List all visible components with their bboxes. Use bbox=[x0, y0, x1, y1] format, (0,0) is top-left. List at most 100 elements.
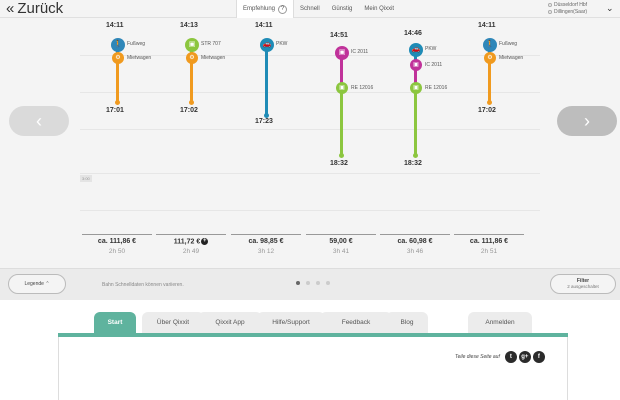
price-value: ca. 111,86 € bbox=[469, 238, 509, 245]
route-segment bbox=[414, 65, 417, 88]
chevron-left-icon: ‹ bbox=[36, 111, 42, 131]
filter-button[interactable]: Filter 2 ausgeschaltet bbox=[550, 274, 616, 294]
google-plus-icon[interactable]: g+ bbox=[518, 351, 531, 363]
route-summary[interactable]: Düsseldorf Hbf Dillingen(Saar) bbox=[548, 2, 587, 16]
chevron-down-icon[interactable]: ⌄ bbox=[606, 3, 614, 13]
route-segment bbox=[414, 49, 417, 65]
leg-label: Mietwagen bbox=[127, 55, 152, 61]
back-button[interactable]: «Zurück bbox=[6, 0, 63, 17]
connection-column[interactable]: 14:11 🚶 Fußweg ⚙ Mietwagen 17:02 ca. 111,86 € 2… bbox=[452, 18, 526, 268]
leg-label: RE 12016 bbox=[425, 85, 448, 91]
arrival-dot bbox=[189, 100, 194, 105]
price-value: ca. 111,86 € bbox=[97, 238, 137, 245]
filter-label: Filter bbox=[576, 278, 590, 284]
pagination-dot[interactable] bbox=[296, 281, 300, 285]
regional-train-icon: ▣ bbox=[336, 82, 348, 94]
regional-train-icon: ▣ bbox=[410, 82, 422, 94]
duration: 3h 46 bbox=[406, 248, 424, 255]
price: 59,00 € bbox=[304, 238, 378, 245]
leg-label: RE 12016 bbox=[351, 85, 374, 91]
filter-sublabel: 2 ausgeschaltet bbox=[567, 284, 599, 289]
price-divider bbox=[454, 234, 524, 235]
previous-arrow-button[interactable]: ‹ bbox=[9, 106, 69, 136]
arrival-time: 18:32 bbox=[404, 160, 422, 167]
help-icon[interactable]: ? bbox=[278, 4, 288, 14]
share-bar: Teile diese Seite auf t g+ f bbox=[455, 351, 545, 363]
arrival-time: 17:02 bbox=[180, 107, 198, 114]
facebook-icon[interactable]: f bbox=[532, 351, 545, 363]
departure-time: 14:11 bbox=[478, 22, 496, 29]
footer-tabs: Start Über Qixxit Qixxit App Hilfe/Suppo… bbox=[58, 312, 568, 334]
grid-line bbox=[80, 173, 540, 174]
route-segment bbox=[340, 52, 343, 88]
twitter-icon[interactable]: t bbox=[504, 351, 517, 363]
arrival-time: 17:23 bbox=[255, 118, 273, 125]
tram-icon: ▣ bbox=[185, 38, 199, 52]
price-divider bbox=[380, 234, 450, 235]
departure-time: 14:11 bbox=[255, 22, 273, 29]
arrival-time: 17:01 bbox=[106, 107, 124, 114]
route-segment bbox=[190, 58, 193, 102]
price: 111,72 € + bbox=[154, 238, 228, 245]
legend-button[interactable]: Legende ⌃ bbox=[8, 274, 66, 294]
tab-feedback[interactable]: Feedback bbox=[320, 312, 392, 334]
connection-column[interactable]: 14:11 🚶 Fußweg ⚙ Mietwagen 17:01 ca. 111,86 € 2… bbox=[80, 18, 154, 268]
tab-recommendation[interactable]: Empfehlung? bbox=[236, 0, 295, 19]
back-label: Zurück bbox=[17, 0, 64, 17]
car-icon: 🚗 bbox=[409, 43, 423, 57]
top-bar: «Zurück Empfehlung? Schnell Günstig Mein… bbox=[0, 0, 620, 19]
tab-cheap[interactable]: Günstig bbox=[331, 6, 353, 12]
leg-label: Fußweg bbox=[127, 41, 146, 47]
arrival-dot bbox=[339, 153, 344, 158]
leg-label: Fußweg bbox=[499, 41, 518, 47]
leg-label: Mietwagen bbox=[499, 55, 524, 61]
car-icon: 🚗 bbox=[260, 38, 274, 52]
train-icon: ▣ bbox=[335, 46, 349, 60]
tab-my-qixxit[interactable]: Mein Qixxit bbox=[364, 6, 395, 12]
price-divider bbox=[231, 234, 301, 235]
connection-column[interactable]: 14:13 ▣ STR 707 ⚙ Mietwagen 17:02 111,72 € +2h … bbox=[154, 18, 228, 268]
route-from: Düsseldorf Hbf bbox=[554, 2, 588, 8]
tab-about[interactable]: Über Qixxit bbox=[142, 312, 204, 334]
pagination-dots bbox=[296, 281, 336, 285]
footer-accent-bar bbox=[58, 333, 568, 337]
route-segment bbox=[265, 44, 268, 115]
price-value: ca. 60,98 € bbox=[397, 238, 433, 245]
tab-app[interactable]: Qixxit App bbox=[198, 312, 262, 334]
controls-bar: Legende ⌃ Bahn Schnelldaten können varii… bbox=[0, 268, 620, 300]
next-arrow-button[interactable]: › bbox=[557, 106, 617, 136]
grid-line bbox=[80, 129, 540, 130]
walk-icon: 🚶 bbox=[111, 38, 125, 52]
tab-fast[interactable]: Schnell bbox=[300, 6, 320, 12]
footer-panel bbox=[58, 337, 568, 400]
pagination-dot[interactable] bbox=[326, 281, 330, 285]
route-segment bbox=[116, 58, 119, 102]
tab-help[interactable]: Hilfe/Support bbox=[257, 312, 325, 334]
price-value: ca. 98,85 € bbox=[248, 238, 284, 245]
grid-line bbox=[80, 210, 540, 211]
arrival-time: 18:32 bbox=[330, 160, 348, 167]
double-chevron-left-icon: « bbox=[6, 0, 15, 17]
grid-line bbox=[80, 92, 540, 93]
duration: 2h 51 bbox=[480, 248, 498, 255]
tab-blog[interactable]: Blog bbox=[386, 312, 428, 334]
price-value: 111,72 € bbox=[173, 238, 201, 246]
connection-column[interactable]: 14:51 ▣ IC 2011 ▣ RE 12016 18:32 59,00 €3h 41 bbox=[304, 18, 378, 268]
departure-time: 14:13 bbox=[180, 22, 198, 29]
route-segment bbox=[488, 58, 491, 102]
pagination-dot[interactable] bbox=[316, 281, 320, 285]
plus-icon[interactable]: + bbox=[201, 238, 209, 245]
tab-recommendation-label: Empfehlung bbox=[243, 5, 276, 12]
route-segment bbox=[414, 88, 417, 155]
price: ca. 60,98 € bbox=[378, 238, 452, 245]
leg-label: PKW bbox=[425, 46, 437, 52]
duration: 3h 41 bbox=[332, 248, 350, 255]
route-segment bbox=[340, 88, 343, 155]
tab-login[interactable]: Anmelden bbox=[468, 312, 532, 334]
tab-start[interactable]: Start bbox=[94, 312, 136, 334]
pagination-dot[interactable] bbox=[306, 281, 310, 285]
grid-line bbox=[80, 55, 540, 56]
connection-column[interactable]: 14:46 🚗 PKW ▣ IC 2011 ▣ RE 12016 18:32 ca. 60,98… bbox=[378, 18, 452, 268]
connection-column[interactable]: 14:11 🚗 PKW 17:23 ca. 98,85 € 3h 12 bbox=[229, 18, 303, 268]
origin-dot-icon bbox=[548, 2, 552, 7]
